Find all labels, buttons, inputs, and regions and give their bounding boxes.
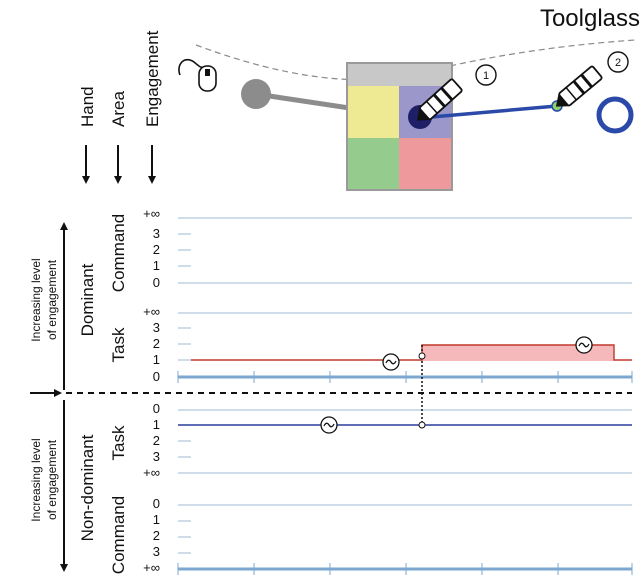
- dominant-command-scale: +∞ 3 2 1 0: [143, 206, 632, 290]
- tick-label: 0: [153, 369, 160, 384]
- tilde-circle-icon: [382, 353, 400, 371]
- tick-label: 2: [153, 336, 160, 351]
- dominant-task-scale: +∞ 3 2 1 0: [143, 304, 632, 384]
- tick-label: 1: [153, 417, 160, 432]
- tick-label: 1: [153, 258, 160, 273]
- dominant-engagement-fill: [422, 345, 614, 361]
- side-label-bottom-2: of engagement: [45, 439, 59, 520]
- side-label-top-2: of engagement: [45, 259, 59, 340]
- nondominant-command-scale: 0 1 2 3 +∞: [143, 496, 632, 575]
- marker-2: [607, 51, 629, 73]
- toolglass-palette: [346, 62, 453, 191]
- tick-label: 1: [153, 512, 160, 527]
- tick-label: +∞: [143, 465, 160, 480]
- header-area: Area: [109, 91, 128, 127]
- tick-label: 0: [153, 496, 160, 511]
- tick-label: 2: [153, 433, 160, 448]
- marker-1-label: 1: [483, 70, 489, 82]
- target-ring: [596, 96, 634, 134]
- header-engagement: Engagement: [143, 30, 162, 127]
- marker-2-label: 2: [615, 57, 621, 69]
- hand-dominant-label: Dominant: [78, 263, 97, 336]
- puck: [241, 79, 271, 109]
- nondominant-timeline: [177, 563, 633, 575]
- toolglass-boundary: [195, 39, 636, 81]
- header-hand: Hand: [78, 86, 97, 127]
- side-label-bottom-1: Increasing level: [29, 438, 43, 521]
- side-label-top-1: Increasing level: [29, 258, 43, 341]
- mouse-icon: [178, 58, 217, 92]
- tick-label: +∞: [143, 206, 160, 221]
- tick-label: 3: [153, 226, 160, 241]
- tilde-circle-icon: [320, 416, 338, 434]
- area-nondominant-command: Command: [109, 496, 128, 574]
- tick-label: 3: [153, 320, 160, 335]
- tick-label: 2: [153, 242, 160, 257]
- tick-label: 1: [153, 352, 160, 367]
- tick-label: 0: [153, 401, 160, 416]
- coupling-end: [418, 421, 426, 429]
- area-dominant-command: Command: [109, 214, 128, 292]
- tick-label: 3: [153, 449, 160, 464]
- area-dominant-task: Task: [109, 327, 128, 362]
- tilde-circle-icon: [575, 336, 593, 354]
- pen-pointer-line: [419, 104, 558, 120]
- pen-icon: [555, 65, 603, 107]
- area-nondominant-task: Task: [109, 425, 128, 460]
- marker-1: [475, 64, 497, 86]
- tick-label: 0: [153, 275, 160, 290]
- pen-icon: [417, 78, 463, 121]
- tick-label: +∞: [143, 560, 160, 575]
- nondominant-task-scale: 0 1 2 3 +∞: [143, 401, 632, 480]
- tick-label: 3: [153, 544, 160, 559]
- coupling-start: [418, 352, 426, 360]
- dominant-timeline: [177, 371, 633, 383]
- diagram-title: Toolglass: [540, 5, 640, 32]
- hand-nondominant-label: Non-dominant: [78, 434, 97, 541]
- tick-label: 2: [153, 528, 160, 543]
- tick-label: +∞: [143, 304, 160, 319]
